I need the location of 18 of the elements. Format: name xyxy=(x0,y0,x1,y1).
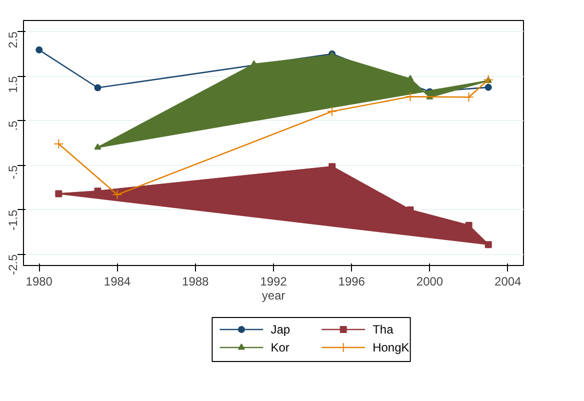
x-tick-label: 1980 xyxy=(26,274,53,288)
legend-label: Jap xyxy=(270,322,290,336)
x-axis-title: year xyxy=(262,288,286,302)
x-tick-label: 2004 xyxy=(494,274,522,288)
legend-label: Kor xyxy=(270,340,290,354)
legend-label: HongK xyxy=(372,340,410,354)
y-tick-label: 2.5 xyxy=(6,31,20,48)
y-tick-label: 1.5 xyxy=(6,76,20,93)
y-tick-label: -.5 xyxy=(6,164,20,180)
y-tick-label: -1.5 xyxy=(6,209,20,230)
x-tick-label: 1984 xyxy=(104,274,131,288)
y-tick-label: .5 xyxy=(6,120,20,131)
x-tick-label: 1988 xyxy=(182,274,210,288)
x-tick-label: 1996 xyxy=(338,274,366,288)
y-tick-label: -2.5 xyxy=(6,254,20,276)
x-tick-label: 1992 xyxy=(260,274,288,288)
legend-label: Tha xyxy=(372,322,394,336)
x-tick-label: 2000 xyxy=(416,274,444,288)
